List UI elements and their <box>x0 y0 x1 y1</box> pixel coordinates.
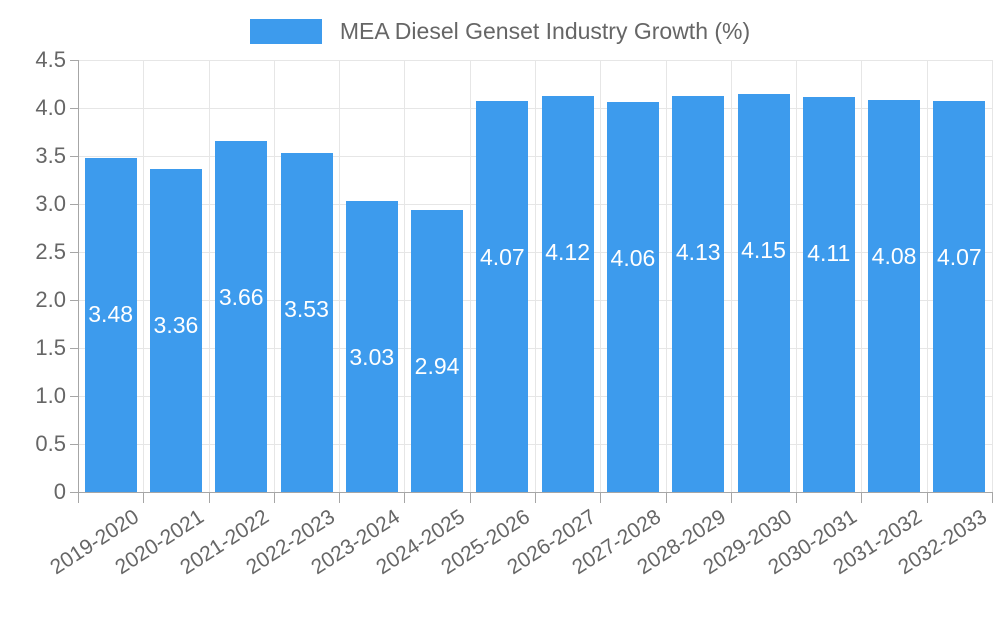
vertical-gridline <box>731 60 732 492</box>
bar-value-label: 3.53 <box>284 296 329 323</box>
x-axis-tick-mark <box>796 492 797 503</box>
bar-value-label: 4.07 <box>936 244 982 271</box>
vertical-gridline <box>339 60 340 492</box>
legend-color-swatch <box>249 18 322 44</box>
bar[interactable] <box>280 153 333 492</box>
vertical-gridline <box>209 60 210 492</box>
y-axis-line <box>78 60 79 492</box>
x-axis-tick-mark <box>992 492 993 503</box>
bar[interactable] <box>476 101 529 492</box>
bar-value-label: 2.94 <box>414 352 460 379</box>
x-axis-tick-mark <box>209 492 210 503</box>
y-axis-tick-label: 2.5 <box>35 239 66 264</box>
y-axis-tick-mark <box>70 444 78 445</box>
y-axis-tick-mark <box>70 108 78 109</box>
y-axis-tick-label: 1.0 <box>35 383 66 408</box>
y-axis-tick-mark <box>70 204 78 205</box>
bar[interactable] <box>672 95 725 492</box>
vertical-gridline <box>666 60 667 492</box>
y-axis-tick-labels: 0 0.5 1.0 1.5 2.0 2.5 3.0 3.5 4.0 4.5 <box>0 0 66 600</box>
y-axis-tick-mark <box>70 348 78 349</box>
x-axis-tick-mark <box>274 492 275 503</box>
y-axis-tick-mark <box>70 252 78 253</box>
bar-value-label: 4.15 <box>741 236 786 263</box>
vertical-gridline <box>927 60 928 492</box>
y-axis-tick-mark <box>70 156 78 157</box>
x-axis-tick-mark <box>535 492 536 503</box>
bar[interactable] <box>84 157 137 492</box>
y-axis-tick-label: 0 <box>53 479 66 504</box>
bar[interactable] <box>541 96 594 492</box>
vertical-gridline <box>861 60 862 492</box>
vertical-gridline <box>404 60 405 492</box>
x-axis-tick-mark <box>339 492 340 503</box>
chart-legend: MEA Diesel Genset Industry Growth (%) <box>0 14 1000 48</box>
y-axis-tick-label: 2.0 <box>35 287 66 312</box>
bar-value-label: 3.36 <box>153 312 199 339</box>
x-axis-tick-mark <box>470 492 471 503</box>
vertical-gridline <box>535 60 536 492</box>
bar[interactable] <box>933 101 986 492</box>
legend-series-label: MEA Diesel Genset Industry Growth (%) <box>339 17 751 44</box>
y-axis-tick-label: 4.5 <box>35 47 66 72</box>
x-axis-tick-mark <box>78 492 79 503</box>
bar[interactable] <box>149 169 202 492</box>
x-axis-tick-mark <box>600 492 601 503</box>
bar-value-label: 4.13 <box>675 238 721 265</box>
plot-area: 3.48 3.36 3.66 3.53 3.03 2.94 4.07 4.12 4.06 4.13… <box>78 60 993 493</box>
bar-value-label: 4.11 <box>807 240 851 267</box>
bar-value-label: 3.03 <box>349 344 395 371</box>
y-axis-tick-mark <box>70 492 78 493</box>
bar[interactable] <box>802 97 855 492</box>
x-axis-tick-mark <box>143 492 144 503</box>
bar[interactable] <box>345 201 398 492</box>
bar[interactable] <box>215 140 268 492</box>
bar-value-label: 3.66 <box>218 283 264 310</box>
vertical-gridline <box>992 60 993 492</box>
bar-value-label: 4.12 <box>545 239 591 266</box>
bar-value-label: 4.07 <box>479 244 525 271</box>
vertical-gridline <box>470 60 471 492</box>
x-axis-tick-mark <box>927 492 928 503</box>
bar[interactable] <box>868 100 921 492</box>
bar[interactable] <box>411 209 464 492</box>
vertical-gridline <box>796 60 797 492</box>
x-axis-tick-mark <box>666 492 667 503</box>
y-axis-tick-label: 0.5 <box>35 431 66 456</box>
y-axis-tick-mark <box>70 396 78 397</box>
y-axis-tick-label: 3.0 <box>35 191 66 216</box>
bar-value-label: 3.48 <box>88 300 134 327</box>
bar-value-label: 4.08 <box>871 243 917 270</box>
vertical-gridline <box>600 60 601 492</box>
x-axis-tick-mark <box>861 492 862 503</box>
vertical-gridline <box>143 60 144 492</box>
y-axis-tick-label: 3.5 <box>35 143 66 168</box>
y-axis-tick-label: 4.0 <box>35 95 66 120</box>
x-axis-tick-mark <box>404 492 405 503</box>
y-axis-tick-mark <box>70 300 78 301</box>
y-axis-tick-mark <box>70 60 78 61</box>
bar-value-label: 4.06 <box>610 245 656 272</box>
y-axis-tick-label: 1.5 <box>35 335 66 360</box>
x-axis-tick-mark <box>731 492 732 503</box>
vertical-gridline <box>274 60 275 492</box>
bar[interactable] <box>737 93 790 492</box>
bar[interactable] <box>606 102 659 492</box>
